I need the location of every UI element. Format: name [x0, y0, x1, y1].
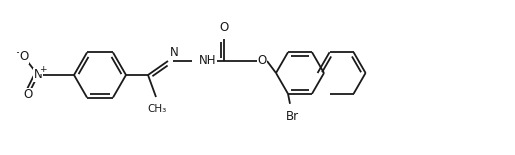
Text: O: O: [219, 21, 229, 34]
Text: CH₃: CH₃: [147, 104, 167, 114]
Text: +: +: [39, 64, 47, 73]
Text: NH: NH: [199, 55, 216, 67]
Text: −: −: [16, 48, 24, 58]
Text: O: O: [258, 55, 267, 67]
Text: N: N: [170, 46, 179, 59]
Text: O: O: [23, 89, 32, 102]
Text: O: O: [20, 51, 29, 64]
Text: N: N: [33, 69, 42, 82]
Text: Br: Br: [285, 110, 299, 123]
